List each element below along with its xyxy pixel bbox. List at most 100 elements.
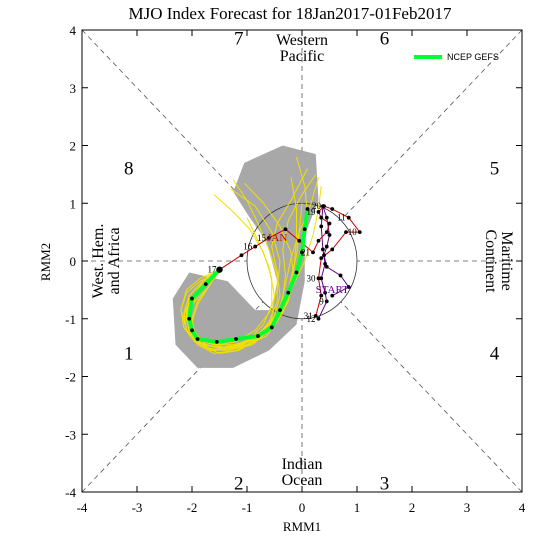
x-tick-label-8: 4 bbox=[519, 500, 526, 515]
series-1-point-18 bbox=[267, 236, 271, 240]
series-0-point-12 bbox=[319, 276, 324, 281]
phase-number-7: 7 bbox=[234, 29, 244, 50]
series-0-point-15 bbox=[316, 316, 321, 321]
region-west-hem-africa-line-0: West. Hem. bbox=[90, 224, 107, 299]
series-line-2 bbox=[187, 208, 310, 344]
series-1-point-5 bbox=[344, 230, 348, 235]
series-0-point-7 bbox=[324, 215, 329, 220]
series-2-point-6 bbox=[214, 339, 219, 344]
ensemble-member-8 bbox=[180, 194, 273, 352]
phase-number-1: 1 bbox=[124, 343, 134, 364]
series-0-point-0 bbox=[330, 293, 335, 298]
series-1-point-1 bbox=[319, 293, 324, 298]
day-label-1-10: 19 bbox=[307, 207, 317, 217]
region-western-pacific-line-1: Pacific bbox=[280, 48, 324, 65]
series-2-point-8 bbox=[256, 334, 260, 338]
series-2-point-5 bbox=[195, 337, 200, 341]
region-west-hem-africa: West. Hem. and Africa bbox=[90, 224, 123, 299]
series-0-point-11 bbox=[323, 261, 327, 266]
y-tick-label-5: 1 bbox=[70, 196, 77, 211]
phase-number-3: 3 bbox=[380, 473, 390, 494]
series-2-point-13 bbox=[300, 250, 304, 255]
series-2-point-11 bbox=[286, 290, 291, 295]
y-axis-label: RMM2 bbox=[38, 243, 53, 281]
chart-title: MJO Index Forecast for 18Jan2017-01Feb20… bbox=[129, 4, 452, 23]
phase-number-4: 4 bbox=[490, 343, 500, 364]
series-1-point-8 bbox=[330, 207, 335, 211]
series-points bbox=[187, 204, 362, 344]
y-tick-label-4: 0 bbox=[70, 254, 77, 269]
ensemble-member-11 bbox=[183, 179, 278, 349]
series-2-point-4 bbox=[190, 328, 194, 333]
phase-number-8: 8 bbox=[124, 159, 134, 180]
day-label-1-19: 16 bbox=[243, 242, 253, 252]
series-0-point-5 bbox=[324, 244, 329, 249]
legend: NCEP GEFS bbox=[414, 52, 499, 62]
series-lines bbox=[187, 205, 361, 344]
y-tick-label-0: -4 bbox=[65, 485, 76, 500]
x-tick-label-6: 2 bbox=[409, 500, 416, 515]
series-2-point-12 bbox=[294, 270, 299, 275]
series-1-point-6 bbox=[357, 230, 362, 235]
series-0-point-10 bbox=[321, 247, 325, 252]
month-labels: JAN START bbox=[267, 232, 349, 296]
series-2-point-2 bbox=[190, 296, 194, 301]
series-line-0 bbox=[318, 205, 350, 319]
series-2-point-10 bbox=[278, 308, 282, 312]
series-1-point-4 bbox=[330, 247, 335, 252]
series-1-point-2 bbox=[316, 276, 321, 281]
x-tick-label-1: -3 bbox=[132, 500, 143, 515]
day-label-1-21: 17 bbox=[208, 265, 218, 275]
series-0-point-9 bbox=[319, 224, 324, 229]
ensemble-members bbox=[180, 156, 322, 354]
series-0-point-1 bbox=[346, 285, 351, 289]
series-1-point-19 bbox=[253, 244, 258, 249]
series-0-point-2 bbox=[338, 273, 343, 278]
series-1-point-11 bbox=[319, 215, 324, 220]
day-label-1-7: 11 bbox=[337, 213, 346, 223]
series-0-point-13 bbox=[323, 290, 327, 295]
series-1-point-0 bbox=[313, 313, 318, 318]
series-2-point-3 bbox=[187, 316, 192, 321]
x-axis-label: RMM1 bbox=[283, 519, 321, 534]
series-1-point-14 bbox=[316, 238, 321, 243]
series-2-point-7 bbox=[234, 337, 238, 341]
day-label-0-15: 12 bbox=[307, 314, 316, 324]
series-0-point-14 bbox=[324, 299, 329, 304]
phase-line-1 bbox=[340, 29, 523, 221]
series-2-point-1 bbox=[203, 282, 208, 286]
series-1-point-20 bbox=[239, 253, 244, 258]
region-maritime-continent-line-1: Continent bbox=[482, 229, 499, 293]
phase-number-2: 2 bbox=[234, 473, 244, 494]
day-label-1-18: 15 bbox=[257, 233, 267, 243]
day-label-1-15: 21 bbox=[301, 247, 310, 257]
day-label-1-2: 30 bbox=[307, 273, 317, 283]
region-west-hem-africa-line-1: and Africa bbox=[106, 227, 123, 294]
phase-line-3 bbox=[340, 301, 523, 493]
region-indian-ocean-line-0: Indian bbox=[282, 456, 323, 473]
region-western-pacific-line-0: Western bbox=[276, 32, 328, 49]
series-1-point-3 bbox=[319, 256, 324, 261]
region-maritime-continent-line-0: Maritime bbox=[498, 231, 515, 291]
month-label-1: START bbox=[316, 284, 350, 296]
series-1-point-15 bbox=[311, 250, 315, 255]
ensemble-member-6 bbox=[183, 182, 295, 346]
x-tick-label-7: 3 bbox=[464, 500, 471, 515]
day-label-1-9: 20 bbox=[312, 201, 322, 211]
series-2-point-15 bbox=[305, 207, 310, 211]
x-tick-label-3: -1 bbox=[242, 500, 253, 515]
series-0-point-3 bbox=[324, 264, 329, 269]
series-line-1 bbox=[219, 205, 361, 316]
series-2-point-0 bbox=[217, 267, 222, 272]
y-tick-label-3: -1 bbox=[65, 312, 76, 327]
day-label-1-6: 10 bbox=[348, 227, 358, 237]
series-0-point-6 bbox=[327, 233, 332, 237]
month-label-0: JAN bbox=[267, 232, 287, 244]
